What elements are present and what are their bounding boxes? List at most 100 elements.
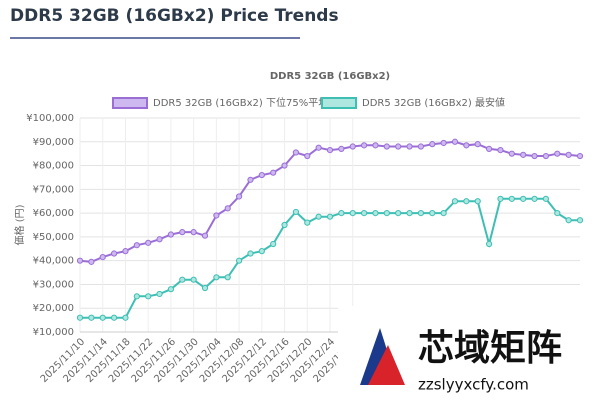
data-point	[304, 152, 311, 160]
data-point	[122, 248, 129, 255]
data-point	[349, 210, 356, 217]
data-point	[474, 141, 481, 148]
data-point	[167, 286, 175, 293]
data-point	[292, 208, 300, 216]
data-point	[463, 142, 470, 149]
legend-label: DDR5 32GB (16GBx2) 下位75%平均	[153, 96, 328, 109]
data-point	[326, 213, 334, 220]
data-point	[406, 210, 413, 217]
data-point	[429, 141, 436, 148]
y-tick-label: ¥30,000	[33, 279, 74, 290]
data-point	[76, 257, 84, 264]
data-point	[406, 143, 413, 150]
data-point	[190, 276, 197, 283]
y-tick-label: ¥90,000	[33, 137, 74, 148]
data-point	[338, 145, 345, 153]
data-point	[474, 198, 481, 205]
data-point	[224, 274, 231, 281]
data-point	[145, 293, 152, 300]
data-point	[145, 239, 152, 246]
legend-swatch	[112, 97, 148, 109]
data-point	[247, 176, 254, 183]
data-point	[542, 195, 550, 202]
data-point	[372, 142, 379, 149]
data-point	[440, 139, 447, 147]
data-point	[451, 198, 459, 205]
data-point	[133, 242, 140, 249]
data-point	[565, 217, 572, 224]
data-point	[576, 152, 584, 160]
data-point	[235, 257, 243, 264]
watermark-logo-accent	[368, 345, 405, 385]
data-point	[110, 314, 118, 321]
y-tick-label: ¥70,000	[33, 184, 74, 195]
watermark-url: zzslyyxcfy.com	[418, 376, 529, 394]
data-point	[485, 240, 493, 248]
data-point	[179, 229, 186, 236]
data-point	[531, 152, 538, 160]
data-point	[156, 290, 163, 298]
y-tick-label: ¥10,000	[33, 327, 74, 338]
data-point	[395, 210, 402, 217]
y-axis-title: 価格 (円)	[13, 204, 26, 245]
data-point	[270, 240, 277, 248]
data-point	[463, 198, 470, 205]
data-point	[485, 145, 493, 153]
data-point	[360, 210, 368, 217]
data-point	[213, 274, 220, 281]
data-point	[520, 151, 527, 158]
y-tick-label: ¥80,000	[33, 161, 74, 172]
plot-area: ¥10,000 ¥20,000 ¥30,000 ¥40,000 ¥50,000 ¥60,0…	[26, 113, 584, 385]
data-point	[292, 149, 300, 156]
data-point	[99, 314, 106, 321]
data-point	[326, 147, 334, 154]
data-point	[349, 143, 356, 150]
data-point	[383, 143, 390, 150]
data-point	[395, 143, 402, 150]
data-point	[110, 250, 118, 257]
y-tick-label: ¥40,000	[33, 256, 74, 267]
data-point	[451, 138, 459, 145]
data-point	[417, 143, 425, 150]
legend-swatch	[321, 97, 357, 109]
data-point	[508, 195, 515, 202]
data-point	[76, 314, 84, 321]
data-point	[429, 210, 436, 217]
data-point	[201, 232, 209, 239]
data-point	[88, 258, 95, 265]
y-tick-label: ¥50,000	[33, 232, 74, 243]
data-point	[235, 193, 243, 200]
data-point	[440, 210, 447, 217]
watermark: 芯域矩阵 zzslyyxcfy.com	[338, 306, 600, 401]
data-point	[88, 314, 95, 321]
data-point	[224, 205, 231, 212]
data-point	[122, 314, 129, 321]
data-point	[565, 151, 572, 158]
data-point	[554, 210, 561, 217]
data-point	[520, 195, 527, 202]
data-point	[179, 276, 186, 283]
page-title: DDR5 32GB (16GBx2) Price Trends	[10, 6, 339, 26]
data-point	[497, 147, 504, 154]
data-point	[531, 195, 538, 202]
data-point	[167, 231, 175, 238]
data-point	[190, 229, 197, 236]
data-point	[281, 162, 288, 169]
y-tick-label: ¥60,000	[33, 208, 74, 219]
data-point	[508, 150, 515, 157]
data-point	[133, 293, 140, 300]
data-point	[360, 142, 368, 149]
data-point	[258, 171, 265, 179]
data-point	[542, 152, 550, 160]
data-point	[383, 210, 390, 217]
data-point	[554, 150, 561, 157]
data-point	[201, 284, 209, 292]
data-point	[372, 210, 379, 217]
data-point	[315, 213, 322, 220]
data-point	[213, 212, 220, 219]
data-point	[417, 210, 425, 217]
chart-title: DDR5 32GB (16GBx2)	[270, 71, 390, 82]
data-point	[270, 169, 277, 176]
